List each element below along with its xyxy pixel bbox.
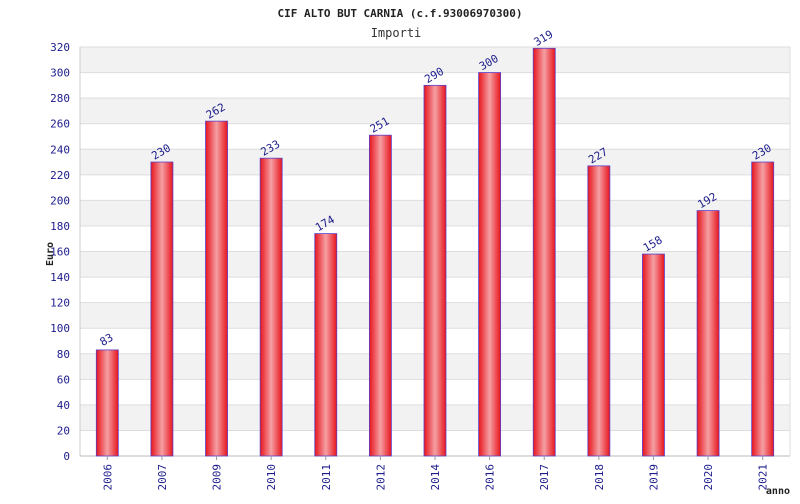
bar-2017 [532,47,556,457]
bar-2009 [205,120,228,457]
y-tick-label: 140 [50,271,70,284]
y-tick-label: 240 [50,143,70,156]
bar-2021 [751,161,775,457]
y-tick-label: 100 [50,322,70,335]
x-tick-label-2020: 2020 [702,464,715,491]
x-tick-label-2018: 2018 [593,464,606,491]
y-tick-label: 260 [50,118,70,131]
data-label-2006: 83 [98,331,116,349]
x-tick-label-2010: 2010 [265,464,278,491]
bar-2014 [423,84,447,457]
x-tick-label-2006: 2006 [101,464,114,491]
data-label-2017: 319 [532,28,556,49]
bar-2011 [314,233,338,457]
x-tick-label-2012: 2012 [374,464,387,491]
grid-band [80,47,790,73]
y-tick-label: 180 [50,220,70,233]
bar-2019 [642,253,665,457]
bar-2020 [696,210,720,457]
x-tick-label-2021: 2021 [757,464,770,491]
x-tick-label-2009: 2009 [211,464,224,491]
bar-2006 [95,349,119,457]
y-tick-label: 280 [50,92,70,105]
bar-2010 [259,157,283,457]
y-axis-label: Euro [45,242,56,266]
y-tick-label: 200 [50,194,70,207]
y-tick-label: 120 [50,297,70,310]
y-tick-label: 80 [57,348,70,361]
bar-2018 [587,165,611,457]
y-tick-label: 320 [50,41,70,54]
bar-2016 [478,72,502,457]
bar-2012 [368,134,392,457]
y-tick-label: 300 [50,67,70,80]
bar-2007 [150,161,174,457]
x-tick-label-2011: 2011 [320,464,333,491]
chart-subtitle: Importi [371,26,422,40]
x-tick-label-2017: 2017 [538,464,551,491]
chart-title: CIF ALTO BUT CARNIA (c.f.93006970300) [277,7,522,20]
y-tick-label: 40 [57,399,70,412]
x-tick-label-2007: 2007 [156,464,169,491]
x-tick-label-2016: 2016 [484,464,497,491]
y-tick-label: 60 [57,373,70,386]
x-tick-label-2014: 2014 [429,464,442,491]
y-tick-label: 0 [63,450,70,463]
x-axis-label: anno [766,486,790,497]
y-tick-label: 20 [57,424,70,437]
x-tick-label-2019: 2019 [647,464,660,491]
y-tick-label: 160 [50,246,70,259]
y-tick-label: 220 [50,169,70,182]
